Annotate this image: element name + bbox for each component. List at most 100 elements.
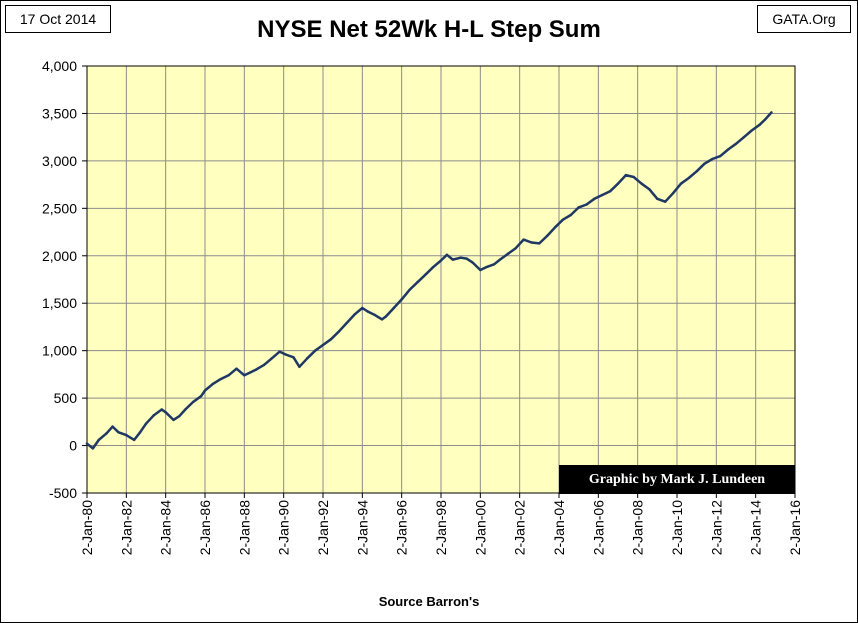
date-tag: 17 Oct 2014 — [5, 5, 111, 33]
data-point — [367, 310, 370, 313]
data-point — [632, 175, 635, 179]
data-point — [117, 431, 120, 434]
source-site-tag: GATA.Org — [757, 5, 851, 33]
x-axis-title: Source Barron's — [378, 594, 480, 609]
y-tick-label: 2,500 — [42, 200, 77, 216]
x-tick-label: 2-Jan-16 — [787, 500, 803, 555]
data-point — [138, 431, 142, 434]
x-tick-label: 2-Jan-12 — [708, 500, 724, 555]
x-tick-label: 2-Jan-00 — [472, 500, 488, 555]
data-point — [345, 321, 348, 325]
data-point — [97, 438, 101, 442]
x-tick-label: 2-Jan-04 — [551, 500, 567, 555]
y-tick-label: 1,500 — [42, 295, 77, 311]
data-point — [254, 368, 258, 371]
x-tick-label: 2-Jan-88 — [236, 500, 252, 555]
data-point — [306, 357, 309, 360]
y-tick-label: 1,000 — [42, 343, 77, 359]
data-point — [569, 213, 572, 217]
data-point — [585, 203, 588, 206]
data-point — [498, 258, 502, 261]
data-point — [687, 176, 690, 180]
data-point — [270, 357, 274, 360]
x-tick-label: 2-Jan-10 — [669, 500, 685, 555]
y-tick-label: 2,000 — [42, 248, 77, 264]
data-point — [152, 413, 156, 417]
series-layer — [85, 111, 773, 450]
data-point — [337, 330, 340, 333]
data-point — [601, 193, 604, 197]
data-point — [262, 363, 266, 367]
data-point — [160, 408, 163, 411]
data-point — [546, 234, 549, 238]
y-tick-label: 3,000 — [42, 153, 77, 169]
data-point — [608, 190, 612, 193]
x-tick-label: 2-Jan-90 — [276, 500, 292, 555]
data-point — [664, 200, 667, 203]
data-point — [203, 389, 207, 392]
x-tick-label: 2-Jan-14 — [748, 500, 764, 555]
data-point — [329, 338, 333, 341]
data-point — [451, 258, 454, 261]
x-tick-label: 2-Jan-96 — [394, 500, 410, 555]
data-point — [492, 263, 496, 266]
x-axis-ticks: 2-Jan-80 2-Jan-82 2-Jan-84 2-Jan-86 2-Jan-88… — [79, 493, 803, 555]
data-point — [553, 226, 557, 229]
data-point — [695, 170, 698, 173]
data-point — [424, 273, 427, 276]
data-point — [764, 117, 767, 121]
data-point — [235, 367, 238, 370]
data-point — [671, 191, 675, 195]
x-tick-label: 2-Jan-86 — [197, 500, 213, 555]
x-tick-label: 2-Jan-92 — [315, 500, 331, 555]
credit-box: Graphic by Mark J. Lundeen — [559, 465, 795, 494]
data-point — [408, 288, 411, 292]
data-point — [459, 256, 462, 259]
chart-title: NYSE Net 52Wk H-L Step Sum — [257, 16, 601, 43]
data-point — [485, 265, 488, 269]
data-point — [593, 197, 596, 201]
data-point — [734, 142, 738, 146]
data-point — [742, 135, 746, 139]
data-point — [506, 252, 510, 256]
data-point — [184, 408, 187, 411]
data-point — [372, 313, 376, 316]
data-point — [380, 318, 384, 321]
data-point — [178, 414, 181, 418]
data-point — [416, 281, 419, 284]
data-point — [465, 257, 468, 260]
data-point — [479, 268, 482, 272]
y-tick-label: 500 — [54, 390, 78, 406]
x-tick-label: 2-Jan-94 — [354, 500, 370, 555]
data-point — [400, 298, 403, 301]
data-point — [211, 382, 215, 386]
data-point — [719, 154, 722, 158]
y-tick-label: -500 — [49, 485, 77, 501]
data-point — [624, 173, 628, 177]
data-point — [219, 377, 222, 381]
data-point — [227, 374, 230, 377]
x-tick-label: 2-Jan-06 — [590, 500, 606, 555]
data-point — [640, 182, 643, 185]
data-point — [577, 206, 580, 209]
data-point — [656, 197, 659, 201]
data-point — [199, 395, 203, 398]
x-tick-label: 2-Jan-84 — [158, 500, 174, 555]
data-point — [471, 261, 474, 264]
data-point — [353, 313, 356, 316]
data-point — [284, 353, 287, 356]
data-point — [133, 438, 136, 442]
data-point — [514, 246, 517, 250]
data-point — [384, 315, 388, 318]
data-point — [144, 422, 148, 425]
data-point — [538, 242, 541, 245]
data-point — [249, 371, 252, 374]
data-point — [445, 253, 449, 257]
data-point — [313, 349, 317, 352]
y-axis-ticks: -500 0 500 1,000 1,500 2,000 2,500 3,000 3,500 4,… — [42, 58, 87, 501]
data-point — [85, 442, 89, 445]
data-point — [770, 111, 773, 114]
data-point — [91, 447, 95, 450]
data-point — [703, 162, 706, 165]
